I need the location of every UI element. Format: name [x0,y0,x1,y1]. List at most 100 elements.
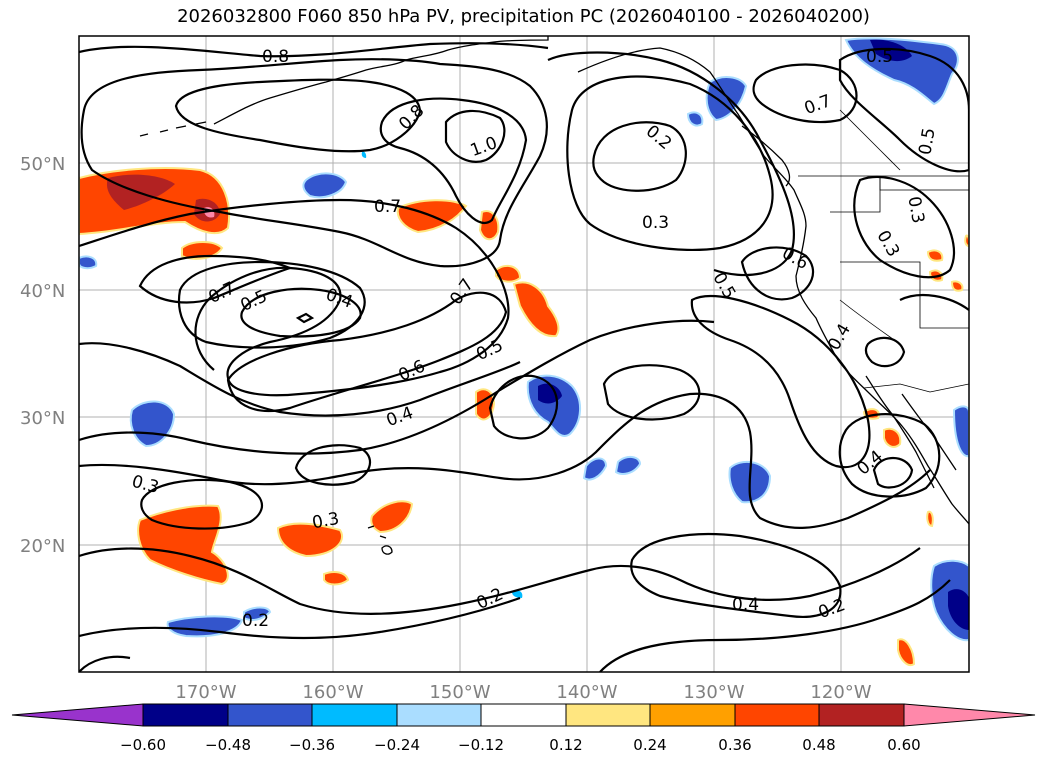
lon-label-160w: 160°W [302,682,363,703]
precip-area-h [276,522,343,558]
colorbar-tick: 0.24 [633,736,666,754]
contour-0.9 [174,78,422,153]
map-panel: 0.8 0.8 1.0 0.7 0.7 0.5 0.4 0.7 0.5 0.6 … [79,36,969,672]
vancouver-island [741,125,791,187]
precip-area-m [897,638,916,666]
lat-label-20n: 20°N [20,536,65,557]
colorbar-tick: −0.48 [205,736,251,754]
precip-area-n [926,249,944,262]
contour-0.5-mid [79,342,521,417]
colorbar-tick: −0.12 [458,736,504,754]
contour-0.4-se [838,413,941,498]
contour-label: 0.7 [374,197,401,217]
lat-label-30n: 30°N [20,408,65,429]
lon-label-130w: 130°W [683,682,744,703]
contour-0.4-inner [240,287,362,338]
contour-0.6 [226,291,508,412]
precip-area-d [495,264,522,283]
state-border-3 [839,299,901,345]
gulf-of-california [901,393,957,471]
contour-label: 0.3 [903,195,927,225]
canada-inner [879,176,969,191]
lon-label-170w: 170°W [175,682,236,703]
contour-0.3-ring [566,75,774,251]
contour-label: 0.3 [311,509,341,533]
precip-negative-areas [79,37,969,642]
aleutian-islands [139,121,207,137]
neg-area-e [582,457,608,481]
contour-0.2-bottom [79,596,521,640]
contour-min-loop [295,312,315,324]
lon-label-140w: 140°W [556,682,617,703]
lon-label-150w: 150°W [429,682,490,703]
neg-area-i [512,590,523,598]
contour-south-edge [79,655,131,672]
state-border-2 [840,261,969,329]
colorbar-extend-low [11,703,144,727]
colorbar [11,703,1036,727]
bc-coast [577,47,969,525]
colorbar-swatch [396,703,482,727]
alaska-coast [213,36,549,125]
lat-label-40n: 40°N [20,281,65,302]
neg-area-k [686,111,704,127]
lat-labels: 50°N 40°N 30°N 20°N [20,154,65,557]
precip-area-l [883,427,902,448]
colorbar-tick: −0.60 [120,736,166,754]
neg-area-h2 [243,606,272,621]
colorbar-tick: 0.48 [802,736,835,754]
map-title: 2026032800 F060 850 hPa PV, precipitatio… [177,6,870,27]
contour-local-2 [488,374,559,440]
lon-label-120w: 120°W [810,682,871,703]
baja-peninsula [865,375,935,489]
contour-label: 0.5 [866,47,893,67]
alaska-bc [839,109,901,171]
contour-label: 0.4 [732,595,759,615]
contour-0.6-loop [740,246,815,301]
contour-local-1 [294,444,371,486]
colorbar-tick: 0.36 [718,736,751,754]
colorbar-extend-high [903,703,1036,727]
colorbar-swatch [734,703,820,727]
contour-0.7-left [138,254,294,304]
contour-0.2-lower [599,579,951,672]
neg-area-l [844,37,959,106]
neg-area-o [361,151,367,158]
colorbar-tick: −0.24 [374,736,420,754]
colorbar-ticks: −0.60 −0.48 −0.36 −0.24 −0.12 0.12 0.24 … [120,736,921,754]
lat-label-50n: 50°N [20,154,65,175]
precip-area-r [964,234,969,248]
contour-label: 0.2 [242,611,269,631]
mexico-border [863,383,969,393]
contour-label: 0.8 [262,47,289,67]
contour-east-edge [899,293,969,311]
precip-area-c [478,210,500,241]
contour-loop-se [872,456,914,489]
contour-1.0-core [444,109,506,163]
colorbar-swatch [480,703,567,727]
precip-area-i [370,500,414,534]
colorbar-swatch [818,703,905,727]
precip-area-g [137,504,229,586]
colorbar-tick: −0.36 [289,736,335,754]
contour-sw-loop [140,478,263,530]
contour-0.3-long [79,392,931,529]
contour-label: 0.5 [915,126,939,156]
neg-area-b [302,172,348,199]
contour-mid-loop [602,364,701,421]
hawaii-islands [367,525,393,555]
contour-0.4-long [79,319,715,455]
contour-label: 0.3 [642,213,669,233]
contour-0.2-south [79,547,921,615]
colorbar-swatch [311,703,398,727]
precip-area-p [950,280,964,292]
contour-loop-east [864,336,906,368]
colorbar-swatch [565,703,651,727]
neg-core-n [948,589,969,630]
neg-area-m [952,405,969,458]
contour-0.4-south [630,533,842,618]
colorbar-swatch [227,703,313,727]
colorbar-tick: 0.60 [887,736,920,754]
contour-1.0-inner [379,97,528,224]
